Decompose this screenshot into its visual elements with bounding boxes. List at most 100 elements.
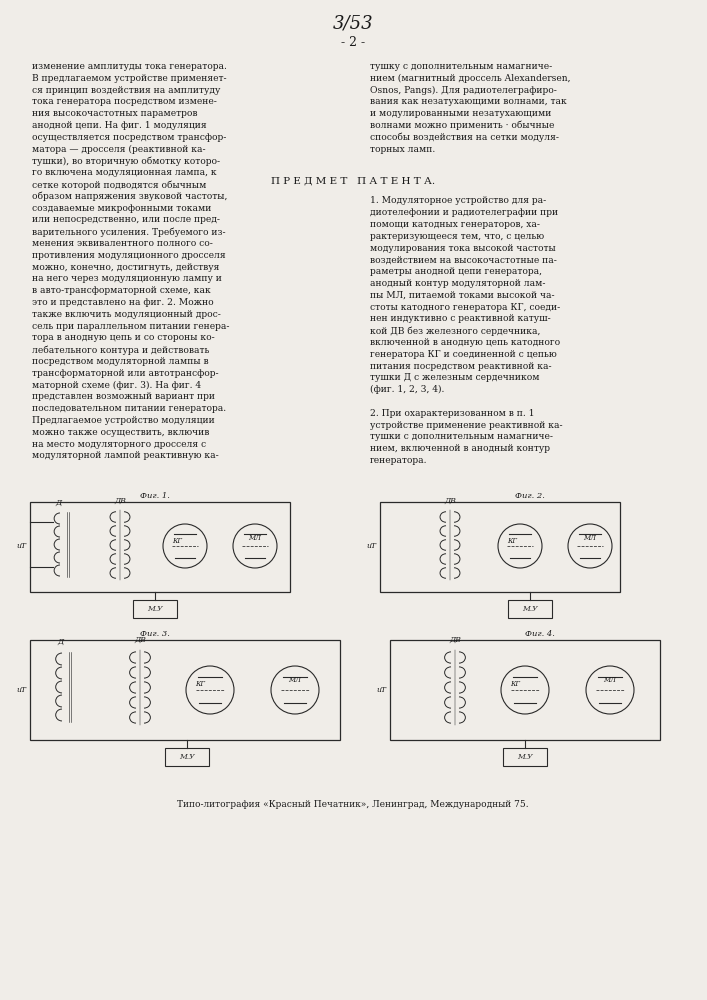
- Text: МЛ: МЛ: [583, 534, 597, 542]
- Text: В предлагаемом устройстве применяет-: В предлагаемом устройстве применяет-: [32, 74, 227, 83]
- Text: Предлагаемое устройство модуляции: Предлагаемое устройство модуляции: [32, 416, 215, 425]
- Text: устройстве применение реактивной ка-: устройстве применение реактивной ка-: [370, 421, 563, 430]
- Text: КГ: КГ: [195, 680, 205, 688]
- Text: модулирования тока высокой частоты: модулирования тока высокой частоты: [370, 244, 556, 253]
- Text: воздействием на высокочастотные па-: воздействием на высокочастотные па-: [370, 255, 557, 264]
- Text: кой ДВ без железного сердечника,: кой ДВ без железного сердечника,: [370, 326, 540, 336]
- Text: МЛ: МЛ: [604, 676, 617, 684]
- Text: это и представлено на фиг. 2. Можно: это и представлено на фиг. 2. Можно: [32, 298, 214, 307]
- Text: лебательного контура и действовать: лебательного контура и действовать: [32, 345, 209, 355]
- Text: или непосредственно, или после пред-: или непосредственно, или после пред-: [32, 215, 220, 224]
- Text: раметры анодной цепи генератора,: раметры анодной цепи генератора,: [370, 267, 542, 276]
- Text: менения эквивалентного полного со-: менения эквивалентного полного со-: [32, 239, 213, 248]
- Text: М.У: М.У: [522, 605, 538, 613]
- Text: питания посредством реактивной ка-: питания посредством реактивной ка-: [370, 362, 551, 371]
- Text: МЛ: МЛ: [288, 676, 301, 684]
- Text: - 2 -: - 2 -: [341, 36, 365, 49]
- Text: тора в анодную цепь и со стороны ко-: тора в анодную цепь и со стороны ко-: [32, 333, 215, 342]
- Bar: [508, 600, 552, 618]
- Text: помощи катодных генераторов, ха-: помощи катодных генераторов, ха-: [370, 220, 540, 229]
- Text: ся принцип воздействия на амплитуду: ся принцип воздействия на амплитуду: [32, 86, 221, 95]
- Text: способы воздействия на сетки модуля-: способы воздействия на сетки модуля-: [370, 133, 559, 142]
- Bar: [30, 640, 340, 740]
- Text: М.У: М.У: [518, 753, 533, 761]
- Text: КГ: КГ: [172, 537, 182, 545]
- Text: представлен возможный вариант при: представлен возможный вариант при: [32, 392, 215, 401]
- Text: нием, включенной в анодный контур: нием, включенной в анодный контур: [370, 444, 550, 453]
- Text: анодный контур модуляторной лам-: анодный контур модуляторной лам-: [370, 279, 546, 288]
- Text: нием (магнитный дроссель Alexandersen,: нием (магнитный дроссель Alexandersen,: [370, 74, 571, 83]
- Text: генератора КГ и соединенной с цепью: генератора КГ и соединенной с цепью: [370, 350, 556, 359]
- Text: в авто-трансформаторной схеме, как: в авто-трансформаторной схеме, как: [32, 286, 211, 295]
- Text: 1. Модуляторное устройство для ра-: 1. Модуляторное устройство для ра-: [370, 196, 547, 205]
- Text: Osnos, Pangs). Для радиотелеграфиро-: Osnos, Pangs). Для радиотелеграфиро-: [370, 86, 557, 95]
- Text: варительного усиления. Требуемого из-: варительного усиления. Требуемого из-: [32, 227, 226, 237]
- Text: МЛ: МЛ: [248, 534, 262, 542]
- Text: пы МЛ, питаемой токами высокой ча-: пы МЛ, питаемой токами высокой ча-: [370, 291, 554, 300]
- Text: стоты катодного генератора КГ, соеди-: стоты катодного генератора КГ, соеди-: [370, 303, 560, 312]
- Text: ДВ: ДВ: [114, 497, 126, 505]
- Text: Фиг. 4.: Фиг. 4.: [525, 630, 555, 638]
- Text: торных ламп.: торных ламп.: [370, 145, 436, 154]
- Text: тушку с дополнительным намагниче-: тушку с дополнительным намагниче-: [370, 62, 552, 71]
- Text: Фиг. 2.: Фиг. 2.: [515, 492, 545, 500]
- Text: и модулированными незатухающими: и модулированными незатухающими: [370, 109, 551, 118]
- Text: тушки), во вторичную обмотку которо-: тушки), во вторичную обмотку которо-: [32, 156, 220, 166]
- Text: образом напряжения звуковой частоты,: образом напряжения звуковой частоты,: [32, 192, 228, 201]
- Text: вания как незатухающими волнами, так: вания как незатухающими волнами, так: [370, 97, 567, 106]
- Text: Д: Д: [55, 499, 61, 507]
- Bar: [390, 640, 660, 740]
- Bar: [503, 748, 547, 766]
- Text: тушки Д с железным сердечником: тушки Д с железным сердечником: [370, 373, 539, 382]
- Text: включенной в анодную цепь катодного: включенной в анодную цепь катодного: [370, 338, 560, 347]
- Text: П Р Е Д М Е Т   П А Т Е Н Т А.: П Р Е Д М Е Т П А Т Е Н Т А.: [271, 176, 435, 185]
- Text: трансформаторной или автотрансфор-: трансформаторной или автотрансфор-: [32, 369, 218, 378]
- Text: можно, конечно, достигнуть, действуя: можно, конечно, достигнуть, действуя: [32, 263, 219, 272]
- Text: ДВ: ДВ: [134, 636, 146, 644]
- Text: маторной схеме (фиг. 3). На фиг. 4: маторной схеме (фиг. 3). На фиг. 4: [32, 381, 201, 390]
- Text: осуществляется посредством трансфор-: осуществляется посредством трансфор-: [32, 133, 226, 142]
- Text: иТ: иТ: [376, 686, 386, 694]
- Bar: [30, 502, 290, 592]
- Text: волнами можно применить · обычные: волнами можно применить · обычные: [370, 121, 554, 130]
- Text: на место модуляторного дросселя с: на место модуляторного дросселя с: [32, 440, 206, 449]
- Text: противления модуляционного дросселя: противления модуляционного дросселя: [32, 251, 226, 260]
- Text: ДВ: ДВ: [444, 497, 456, 505]
- Text: го включена модуляционная лампа, к: го включена модуляционная лампа, к: [32, 168, 216, 177]
- Text: сетке которой подводятся обычным: сетке которой подводятся обычным: [32, 180, 206, 190]
- Text: Фиг. 3.: Фиг. 3.: [140, 630, 170, 638]
- Text: тушки с дополнительным намагниче-: тушки с дополнительным намагниче-: [370, 432, 553, 441]
- Text: модуляторной лампой реактивную ка-: модуляторной лампой реактивную ка-: [32, 451, 218, 460]
- Text: изменение амплитуды тока генератора.: изменение амплитуды тока генератора.: [32, 62, 227, 71]
- Text: ДВ: ДВ: [449, 636, 461, 644]
- Text: иТ: иТ: [16, 686, 26, 694]
- Text: иТ: иТ: [16, 542, 26, 550]
- Text: Типо-литография «Красный Печатник», Ленинград, Международный 75.: Типо-литография «Красный Печатник», Лени…: [177, 800, 529, 809]
- Bar: [380, 502, 620, 592]
- Text: Д: Д: [57, 638, 63, 646]
- Text: на него через модуляционную лампу и: на него через модуляционную лампу и: [32, 274, 222, 283]
- Text: нен индуктивно с реактивной катуш-: нен индуктивно с реактивной катуш-: [370, 314, 551, 323]
- Text: М.У: М.У: [179, 753, 195, 761]
- Text: М.У: М.У: [147, 605, 163, 613]
- Text: сель при параллельном питании генера-: сель при параллельном питании генера-: [32, 322, 230, 331]
- Text: 2. При охарактеризованном в п. 1: 2. При охарактеризованном в п. 1: [370, 409, 534, 418]
- Text: 3/53: 3/53: [333, 15, 373, 33]
- Text: также включить модуляционный дрос-: также включить модуляционный дрос-: [32, 310, 221, 319]
- Text: генератора.: генератора.: [370, 456, 428, 465]
- Text: иТ: иТ: [366, 542, 376, 550]
- Text: КГ: КГ: [507, 537, 517, 545]
- Text: можно также осуществить, включив: можно также осуществить, включив: [32, 428, 209, 437]
- Text: (фиг. 1, 2, 3, 4).: (фиг. 1, 2, 3, 4).: [370, 385, 445, 394]
- Text: тока генератора посредством измене-: тока генератора посредством измене-: [32, 97, 217, 106]
- Text: создаваемые микрофонными токами: создаваемые микрофонными токами: [32, 204, 211, 213]
- Text: последовательном питании генератора.: последовательном питании генератора.: [32, 404, 226, 413]
- Bar: [133, 600, 177, 618]
- Text: КГ: КГ: [510, 680, 520, 688]
- Text: Фиг. 1.: Фиг. 1.: [140, 492, 170, 500]
- Text: диотелефонии и радиотелеграфии при: диотелефонии и радиотелеграфии при: [370, 208, 558, 217]
- Text: рактеризующееся тем, что, с целью: рактеризующееся тем, что, с целью: [370, 232, 544, 241]
- Text: матора — дросселя (реактивной ка-: матора — дросселя (реактивной ка-: [32, 145, 206, 154]
- Text: анодной цепи. На фиг. 1 модуляция: анодной цепи. На фиг. 1 модуляция: [32, 121, 206, 130]
- Bar: [165, 748, 209, 766]
